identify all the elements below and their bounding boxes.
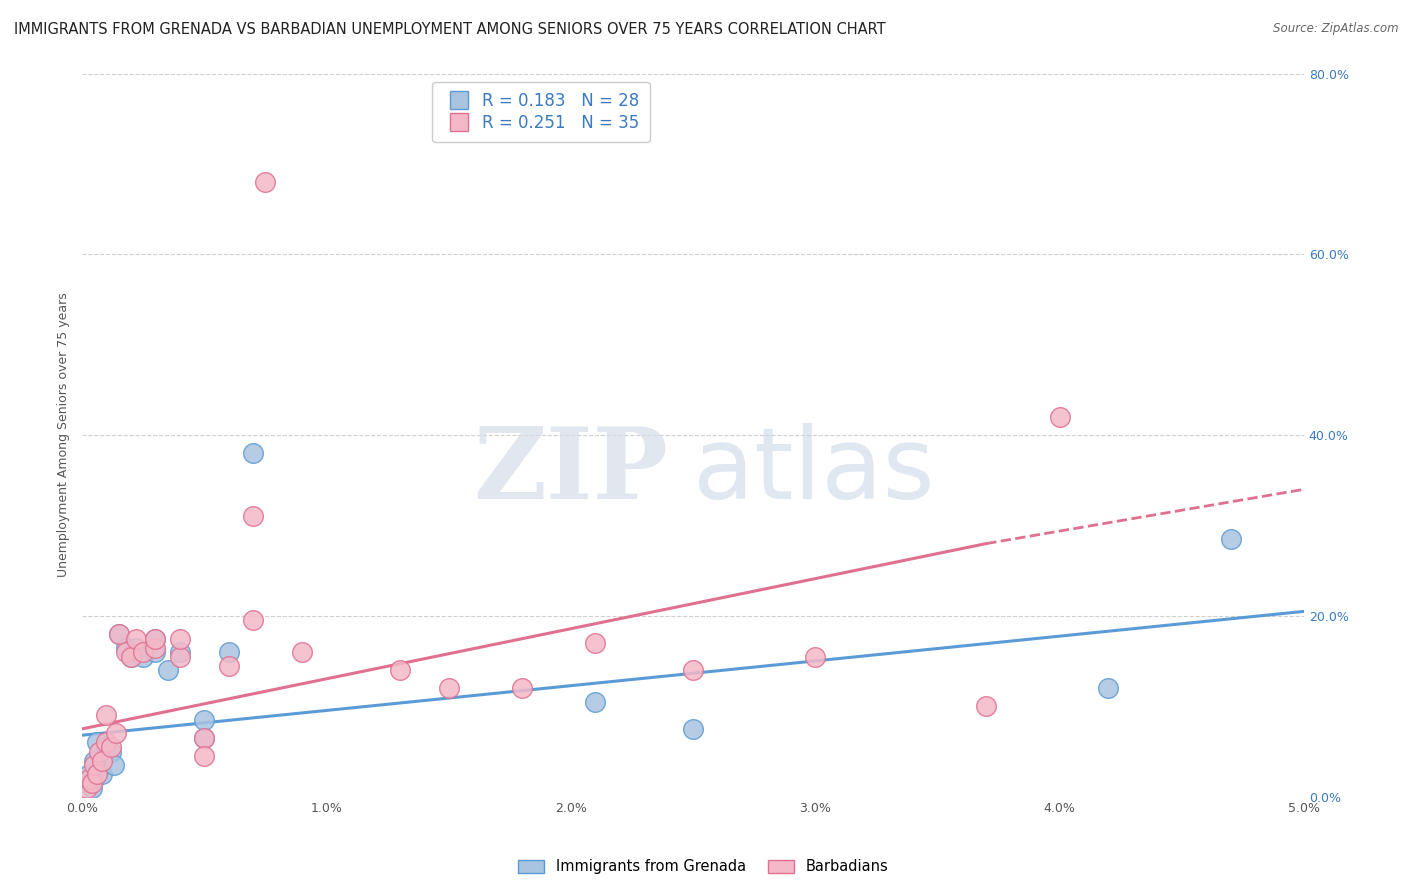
Text: ZIP: ZIP xyxy=(474,423,668,520)
Point xyxy=(83,772,105,786)
Point xyxy=(193,731,215,745)
Point xyxy=(120,649,142,664)
Point xyxy=(974,699,997,714)
Point xyxy=(76,776,98,790)
Point xyxy=(169,632,191,646)
Point xyxy=(193,713,215,727)
Point xyxy=(169,649,191,664)
Point xyxy=(87,763,110,777)
Point xyxy=(107,627,129,641)
Point xyxy=(132,645,155,659)
Point xyxy=(96,739,118,754)
Point xyxy=(79,767,101,781)
Legend: Immigrants from Grenada, Barbadians: Immigrants from Grenada, Barbadians xyxy=(512,854,894,880)
Point xyxy=(120,649,142,664)
Point xyxy=(87,744,110,758)
Text: atlas: atlas xyxy=(693,423,935,520)
Point xyxy=(125,640,148,655)
Point xyxy=(96,708,118,723)
Point xyxy=(103,758,125,772)
Point xyxy=(107,627,129,641)
Point xyxy=(804,649,827,664)
Point xyxy=(143,632,166,646)
Point xyxy=(80,776,103,790)
Point xyxy=(1049,410,1071,425)
Point xyxy=(83,754,105,768)
Point xyxy=(90,767,112,781)
Point xyxy=(169,645,191,659)
Point xyxy=(218,658,240,673)
Point xyxy=(83,758,105,772)
Point xyxy=(242,446,264,460)
Point xyxy=(132,649,155,664)
Point xyxy=(510,681,533,696)
Point xyxy=(254,175,277,189)
Legend: R = 0.183   N = 28, R = 0.251   N = 35: R = 0.183 N = 28, R = 0.251 N = 35 xyxy=(433,82,650,142)
Point xyxy=(100,744,122,758)
Point xyxy=(76,780,98,795)
Point xyxy=(583,636,606,650)
Point xyxy=(682,663,704,677)
Point xyxy=(388,663,411,677)
Point xyxy=(96,735,118,749)
Y-axis label: Unemployment Among Seniors over 75 years: Unemployment Among Seniors over 75 years xyxy=(58,293,70,577)
Point xyxy=(682,722,704,736)
Point xyxy=(291,645,314,659)
Text: IMMIGRANTS FROM GRENADA VS BARBADIAN UNEMPLOYMENT AMONG SENIORS OVER 75 YEARS CO: IMMIGRANTS FROM GRENADA VS BARBADIAN UNE… xyxy=(14,22,886,37)
Point xyxy=(90,754,112,768)
Point xyxy=(218,645,240,659)
Point xyxy=(1097,681,1119,696)
Point xyxy=(105,726,128,740)
Point xyxy=(125,632,148,646)
Point xyxy=(86,735,108,749)
Point xyxy=(100,739,122,754)
Point xyxy=(80,780,103,795)
Point xyxy=(143,632,166,646)
Point xyxy=(143,645,166,659)
Point xyxy=(193,731,215,745)
Point xyxy=(79,772,101,786)
Point xyxy=(115,645,138,659)
Point xyxy=(583,695,606,709)
Point xyxy=(143,640,166,655)
Point xyxy=(1219,532,1241,546)
Point xyxy=(242,614,264,628)
Point xyxy=(242,509,264,524)
Point xyxy=(86,767,108,781)
Text: Source: ZipAtlas.com: Source: ZipAtlas.com xyxy=(1274,22,1399,36)
Point xyxy=(156,663,179,677)
Point xyxy=(193,749,215,764)
Point xyxy=(437,681,460,696)
Point xyxy=(115,640,138,655)
